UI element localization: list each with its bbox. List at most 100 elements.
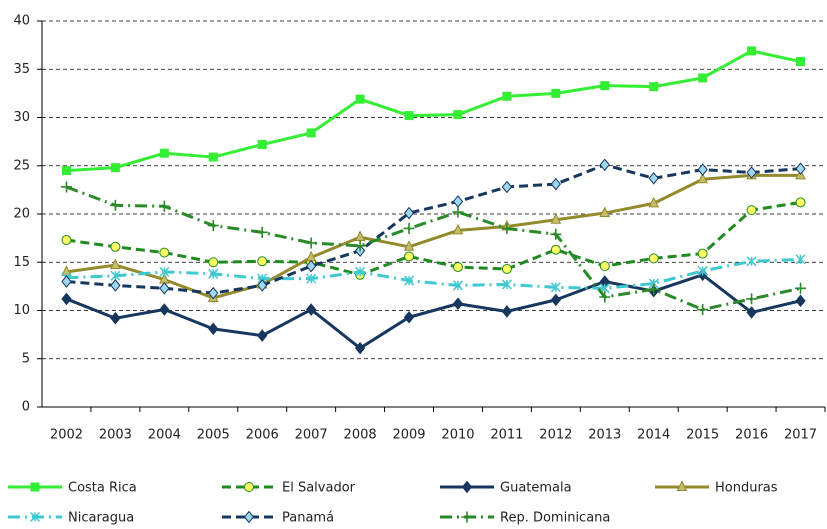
marker [110, 258, 121, 270]
y-tick-label: 30 [13, 110, 30, 125]
marker [746, 293, 758, 305]
series-line [66, 49, 801, 173]
marker [208, 268, 219, 279]
marker [256, 226, 268, 238]
marker [452, 206, 464, 218]
legend-label: Honduras [715, 481, 778, 496]
marker [29, 511, 41, 523]
x-tick-label: 2014 [637, 428, 670, 443]
x-tick-label: 2007 [295, 428, 328, 443]
marker [110, 163, 120, 173]
marker [697, 265, 708, 276]
marker [795, 197, 806, 208]
marker [207, 220, 219, 232]
marker [404, 251, 415, 262]
y-tick-label: 0 [22, 400, 30, 415]
marker [159, 148, 169, 158]
marker [355, 266, 366, 277]
marker [452, 280, 463, 291]
marker [60, 181, 72, 193]
marker [403, 310, 415, 324]
marker [159, 247, 170, 258]
marker [599, 206, 611, 218]
y-tick-label: 20 [13, 207, 30, 222]
marker [404, 275, 415, 286]
marker [550, 293, 561, 307]
y-tick-label: 35 [13, 62, 30, 77]
marker [354, 341, 366, 355]
marker [257, 140, 267, 150]
marker [550, 228, 562, 240]
marker [208, 322, 219, 336]
marker [30, 482, 40, 492]
marker [403, 222, 415, 234]
marker [795, 162, 806, 175]
x-tick-label: 2002 [50, 428, 83, 443]
marker [452, 297, 464, 311]
marker [158, 200, 170, 212]
marker [501, 222, 513, 234]
x-tick-label: 2005 [197, 428, 230, 443]
marker [746, 256, 757, 267]
marker [306, 273, 317, 284]
marker [244, 482, 254, 492]
series-line [65, 185, 801, 312]
x-tick-label: 2013 [588, 428, 621, 443]
x-tick-label: 2011 [490, 428, 523, 443]
marker [648, 172, 659, 185]
marker [404, 111, 414, 121]
marker [306, 259, 317, 273]
marker [550, 213, 562, 224]
x-tick-label: 2008 [344, 428, 377, 443]
legend-label: Costa Rica [68, 481, 137, 496]
marker [746, 205, 757, 216]
y-tick-label: 10 [13, 303, 30, 318]
x-tick-label: 2017 [784, 428, 817, 443]
marker [698, 73, 708, 83]
legend-label: Nicaragua [68, 511, 134, 526]
marker [697, 172, 708, 184]
marker [697, 248, 708, 259]
marker [355, 94, 365, 104]
marker [257, 256, 268, 267]
marker [208, 286, 219, 300]
marker [305, 237, 317, 249]
y-tick-label: 25 [13, 158, 30, 173]
x-tick-label: 2006 [246, 428, 279, 443]
marker [502, 91, 512, 101]
marker [747, 46, 757, 56]
marker [452, 262, 463, 273]
marker [501, 264, 512, 275]
marker [354, 240, 366, 252]
marker [208, 152, 218, 162]
marker [697, 304, 709, 316]
y-tick-label: 40 [13, 14, 30, 29]
series-line [66, 173, 801, 300]
x-tick-label: 2004 [148, 428, 181, 443]
marker [461, 511, 473, 523]
marker [452, 223, 464, 235]
marker [257, 329, 268, 342]
marker [599, 158, 610, 172]
marker [110, 270, 121, 281]
marker [550, 244, 561, 255]
marker [461, 480, 473, 494]
marker [697, 163, 708, 176]
marker [599, 291, 611, 303]
marker [649, 82, 659, 92]
marker [61, 275, 72, 288]
marker [795, 294, 806, 308]
marker [550, 177, 561, 191]
marker [110, 279, 121, 292]
marker [354, 230, 366, 242]
x-tick-label: 2010 [441, 428, 474, 443]
marker [61, 166, 71, 176]
marker [551, 88, 561, 98]
legend-label: Rep. Dominicana [500, 511, 610, 526]
x-tick-label: 2015 [686, 428, 719, 443]
marker [795, 254, 806, 265]
y-tick-label: 5 [22, 351, 30, 366]
marker [452, 195, 464, 208]
marker [501, 279, 512, 290]
marker [501, 180, 513, 194]
